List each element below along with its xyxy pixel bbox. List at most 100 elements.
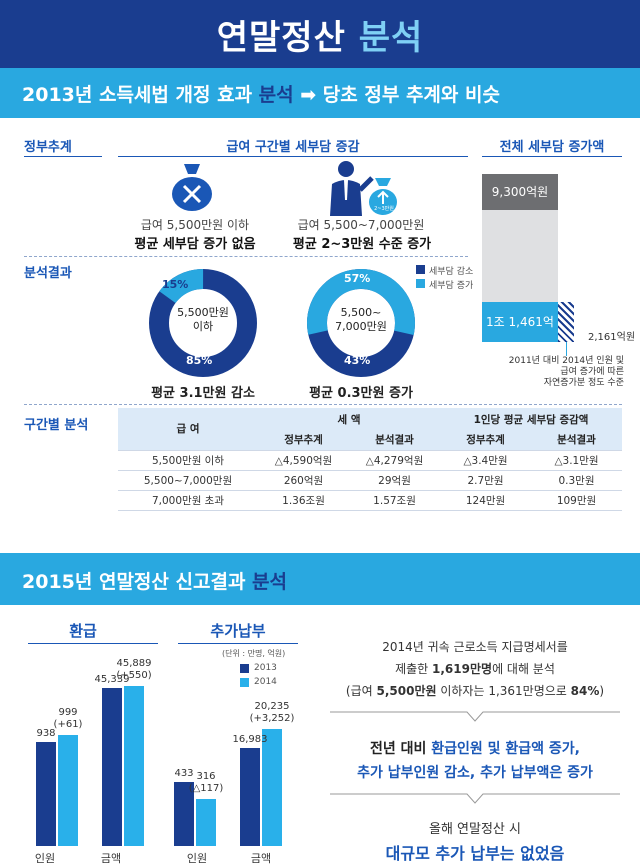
axis-label: 인원: [186, 852, 208, 865]
bar-2014: [58, 735, 78, 846]
bar-label-2013: 45,339: [94, 674, 130, 685]
text: 5,500만원: [376, 684, 437, 698]
money-bag-x-icon: [168, 160, 216, 212]
table-subheader-row: 정부추계 분석결과 정부추계 분석결과: [118, 430, 622, 451]
diff-value: 2,161억원: [588, 332, 636, 343]
bar-2013: [174, 782, 194, 846]
text: 에 대해 분석: [492, 662, 555, 676]
table-row: 5,500만원 이하 △4,590억원 △4,279억원 △3.4만원 △3.1만원: [118, 450, 622, 471]
bar-label-2014: 45,889 (+550): [116, 658, 152, 682]
subtitle2-pre: 2015년 연말정산 신고결과: [22, 571, 253, 593]
note-line: 2011년 대비 2014년 인원 및: [508, 356, 624, 366]
subtitle-banner-2015: 2015년 연말정산 신고결과 분석: [0, 553, 640, 605]
legend-2014: 2014: [254, 677, 277, 687]
cell: △4,590억원: [258, 450, 350, 471]
table-row: 7,000만원 초과 1.36조원 1.57조원 124만원 109만원: [118, 490, 622, 511]
donut-increase-slice: [149, 269, 257, 377]
gov-total-bar-gap: [482, 210, 558, 302]
subcol: 분석결과: [531, 430, 622, 451]
cell: 109만원: [531, 490, 622, 511]
page-title: 연말정산 분석: [0, 10, 640, 59]
bag-text: 2~3만원: [374, 206, 394, 212]
donut-caption-2: 평균 0.3만원 증가: [309, 386, 413, 401]
axis-label: 금액: [100, 852, 122, 865]
cell: 5,500~7,000만원: [118, 470, 258, 491]
extra-chart-title: 추가납부: [210, 622, 266, 640]
gov-item1-line2: 평균 세부담 증가 없음: [134, 237, 256, 252]
cell: △3.1만원: [531, 450, 622, 471]
gov-total-value: 9,300억원: [491, 185, 549, 199]
divider: [24, 156, 102, 157]
cell: 0.3만원: [531, 470, 622, 491]
legend-decrease: 세부담 감소: [429, 267, 474, 277]
chevron-divider: [330, 708, 620, 722]
subtitle-text: 2013년 소득세법 개정 효과 분석 ➡ 당초 정부 추계와 비슷: [22, 80, 500, 107]
gov-item2-line1: 급여 5,500~7,000만원: [297, 218, 425, 232]
cell: 5,500만원 이하: [118, 450, 258, 471]
analysis-total-value: 1조 1,461억원: [486, 315, 554, 369]
axis-label: 금액: [250, 852, 272, 865]
cell: 1.36조원: [258, 490, 350, 511]
gov-item1-line1: 급여 5,500만원 이하: [140, 218, 250, 232]
legend-increase-swatch: [416, 279, 425, 288]
text: 이하자는 1,361만명으로: [436, 684, 571, 698]
note-line: 급여 증가에 따른: [560, 367, 624, 377]
text: 제출한: [395, 662, 433, 676]
right-r2: 대규모 추가 납부는 없었음: [385, 844, 565, 863]
text: 1,619만명: [432, 662, 493, 676]
text: 전년 대비: [369, 741, 432, 757]
gov-item2-line2: 평균 2~3만원 수준 증가: [292, 237, 432, 252]
bar-2014: [262, 729, 282, 846]
unit-label: (단위 : 만명, 억원): [222, 649, 286, 658]
note-arrow: [566, 342, 567, 356]
subtitle2-text: 2015년 연말정산 신고결과 분석: [22, 567, 287, 594]
analysis-total-bar: 1조 1,461억원: [482, 302, 558, 369]
total-note: 2011년 대비 2014년 인원 및 급여 증가에 따른 자연증가분 정도 수…: [500, 356, 624, 389]
donut-chart-mid-bracket: 5,500~ 7,000만원 57% 43%: [306, 268, 416, 378]
bracket-table: 급 여 세 액 1인당 평균 세부담 증감액 정부추계 분석결과 정부추계 분석…: [118, 408, 622, 511]
subcol: 분석결과: [349, 430, 441, 451]
divider: [178, 643, 298, 644]
axis-label: 인원: [34, 852, 56, 865]
divider: [28, 643, 158, 644]
bar-label-2013: 433: [174, 768, 194, 779]
right-q1: 전년 대비 환급인원 및 환급액 증가,: [330, 738, 620, 758]
divider: [482, 156, 622, 157]
right-p3: (급여 5,500만원 이하자는 1,361만명으로 84%): [330, 682, 620, 699]
text: 환급인원 및 환급액 증가,: [431, 741, 581, 757]
bar-label-2014: 999 (+61): [53, 707, 83, 731]
donut-center-label: 5,500~ 7,000만원: [335, 306, 387, 333]
bar-label-2013: 16,983: [232, 734, 268, 745]
head-total-change: 전체 세부담 증가액: [499, 140, 605, 155]
legend-increase: 세부담 증가: [429, 281, 474, 291]
cell: △4,279억원: [349, 450, 441, 471]
bar-label-2013: 938: [36, 728, 56, 739]
donut-increase-label: 15%: [162, 278, 189, 291]
donut-caption-1: 평균 3.1만원 감소: [151, 386, 255, 401]
bar-2013: [102, 688, 122, 846]
bar-label-2014: 20,235 (+3,252): [249, 701, 295, 725]
subtitle-banner-2013: 2013년 소득세법 개정 효과 분석 ➡ 당초 정부 추계와 비슷: [0, 68, 640, 118]
title-highlight: 분석: [358, 18, 424, 58]
subtitle-highlight: 분석: [258, 84, 294, 106]
label-analysis: 분석결과: [24, 266, 72, 281]
cell: 7,000만원 초과: [118, 490, 258, 511]
diff-hatch: [558, 302, 574, 342]
subtitle-pre: 2013년 소득세법 개정 효과: [22, 84, 259, 106]
bar-2014: [196, 799, 216, 846]
cell: 124만원: [440, 490, 531, 511]
subcol: 정부추계: [258, 430, 350, 451]
subtitle-post: 당초 정부 추계와 비슷: [316, 84, 500, 106]
text: ): [599, 684, 605, 698]
legend-decrease-swatch: [416, 265, 425, 274]
cell: 260억원: [258, 470, 350, 491]
right-q2: 추가 납부인원 감소, 추가 납부액은 증가: [357, 765, 593, 781]
legend-2013: 2013: [254, 663, 277, 673]
cell: 1.57조원: [349, 490, 441, 511]
note-line: 자연증가분 정도 수준: [543, 378, 624, 388]
refund-chart-title: 환급: [69, 622, 97, 640]
bar-2013: [240, 748, 260, 846]
col-avg: 1인당 평균 세부담 증감액: [440, 408, 622, 430]
donut-chart-low-bracket: 5,500만원 이하 15% 85%: [148, 268, 258, 378]
cell: △3.4만원: [440, 450, 531, 471]
